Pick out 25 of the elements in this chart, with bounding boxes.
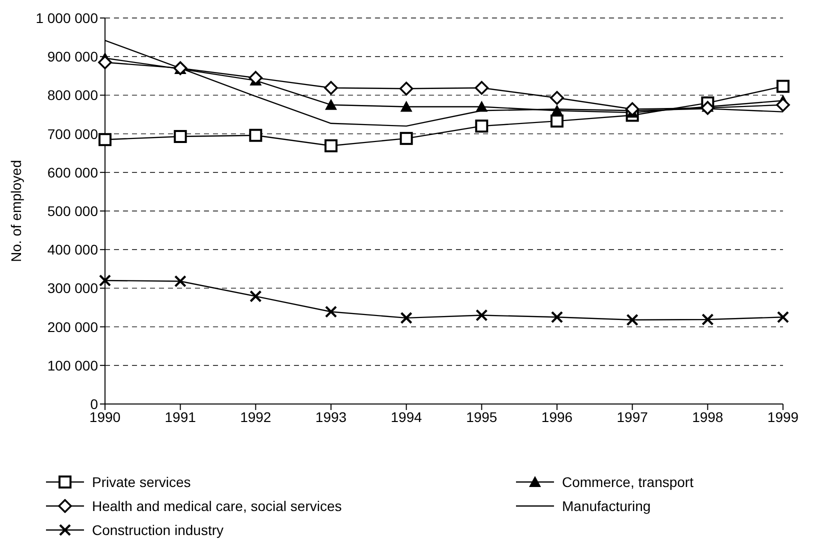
- y-tick-label: 500 000: [47, 202, 98, 219]
- y-tick-label: 700 000: [47, 126, 98, 142]
- y-tick-label: 1 000 000: [36, 10, 98, 26]
- legend-label: Construction industry: [92, 522, 224, 538]
- y-tick-label: 400 000: [47, 242, 98, 258]
- y-tick-label: 200 000: [47, 318, 98, 335]
- legend-label: Manufacturing: [562, 498, 651, 514]
- y-tick-label: 100 000: [47, 357, 98, 374]
- y-tick-label: 300 000: [47, 280, 98, 296]
- legend-label: Health and medical care, social services: [92, 498, 342, 514]
- x-tick-label: 1993: [315, 408, 347, 425]
- y-tick-label: 600 000: [47, 164, 98, 180]
- x-tick-label: 1994: [390, 408, 422, 425]
- legend-label: Private services: [92, 474, 191, 490]
- x-tick-label: 1996: [541, 408, 573, 425]
- y-axis-title: No. of employed: [8, 160, 24, 262]
- legend-label: Commerce, transport: [562, 474, 694, 490]
- x-tick-label: 1998: [692, 408, 724, 425]
- x-tick-label: 1992: [240, 408, 272, 425]
- x-tick-label: 1995: [466, 408, 498, 425]
- x-tick-label: 1997: [616, 408, 648, 425]
- x-tick-label: 1991: [164, 408, 196, 425]
- y-tick-label: 800 000: [47, 87, 98, 104]
- y-tick-label: 900 000: [47, 48, 98, 65]
- x-tick-label: 1999: [767, 408, 799, 425]
